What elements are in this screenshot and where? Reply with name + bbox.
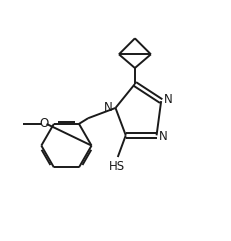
Text: N: N: [164, 94, 172, 107]
Text: HS: HS: [109, 160, 125, 173]
Text: N: N: [104, 101, 113, 114]
Text: N: N: [159, 130, 168, 143]
Text: O: O: [39, 117, 48, 130]
